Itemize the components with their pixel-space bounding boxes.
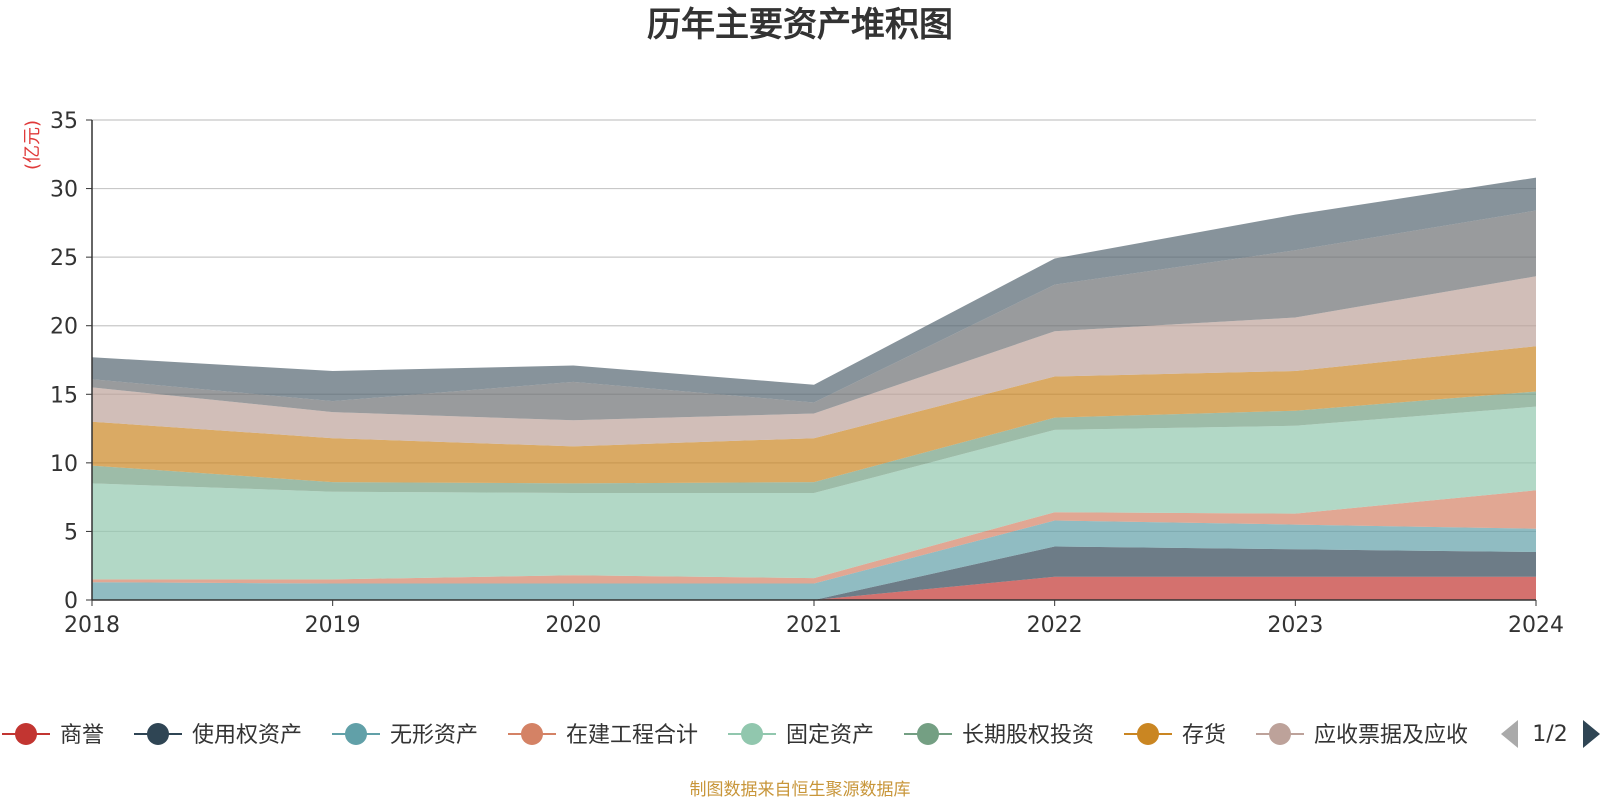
area-series-5[interactable] [92, 391, 1536, 494]
x-tick-label: 2021 [786, 613, 842, 638]
x-tick-label: 2022 [1027, 613, 1083, 638]
area-series-6[interactable] [92, 346, 1536, 484]
area-series-9[interactable] [92, 177, 1536, 403]
area-series-1[interactable] [92, 546, 1536, 601]
legend-items: 商誉 使用权资产 无形资产 在建工程合计 固定资产 长期股权投资 存货 应收票据及应收 [2, 723, 1468, 748]
triangle-left-icon[interactable] [1501, 720, 1518, 748]
x-tick-label: 2024 [1508, 613, 1564, 638]
legend-marker [1269, 723, 1291, 745]
legend-marker [741, 723, 763, 745]
legend-pager: 1/2 [1501, 720, 1600, 748]
legend-marker [521, 723, 543, 745]
legend-item[interactable]: 存货 [1124, 723, 1226, 748]
x-tick-label: 2019 [305, 613, 361, 638]
data-source-note: 制图数据来自恒生聚源数据库 [690, 780, 911, 800]
area-series-group [92, 177, 1536, 601]
area-series-3[interactable] [92, 490, 1536, 584]
y-tick-label: 35 [50, 109, 78, 134]
y-tick-label: 0 [64, 589, 78, 614]
legend-marker [345, 723, 367, 745]
chart-title: 历年主要资产堆积图 [647, 5, 953, 45]
legend-item[interactable]: 在建工程合计 [508, 723, 698, 748]
legend-label: 长期股权投资 [962, 723, 1094, 748]
y-tick-labels: 0 5 10 15 20 25 30 35 [50, 109, 92, 614]
x-tick-labels: 2018 2019 2020 2021 2022 2023 2024 [64, 600, 1564, 638]
legend-label: 固定资产 [786, 723, 874, 748]
legend-item[interactable]: 商誉 [2, 723, 104, 748]
legend-label: 无形资产 [390, 723, 478, 748]
area-series-0[interactable] [92, 576, 1536, 600]
y-tick-label: 15 [50, 383, 78, 408]
x-tick-label: 2020 [545, 613, 601, 638]
area-series-7[interactable] [92, 276, 1536, 447]
legend-item[interactable]: 无形资产 [332, 723, 478, 748]
y-tick-label: 10 [50, 452, 78, 477]
legend-label: 应收票据及应收 [1314, 723, 1468, 748]
area-series-2[interactable] [92, 520, 1536, 601]
legend: 商誉 使用权资产 无形资产 在建工程合计 固定资产 长期股权投资 存货 应收票据及应收 [2, 723, 1468, 748]
legend-item[interactable]: 长期股权投资 [904, 723, 1094, 748]
legend-item[interactable]: 应收票据及应收 [1256, 723, 1468, 748]
legend-label: 存货 [1182, 723, 1226, 748]
legend-marker [917, 723, 939, 745]
y-tick-label: 20 [50, 315, 78, 340]
legend-marker [147, 723, 169, 745]
y-tick-label: 5 [64, 520, 78, 545]
legend-item[interactable]: 固定资产 [728, 723, 874, 748]
legend-page-indicator: 1/2 [1532, 722, 1567, 747]
y-tick-label: 25 [50, 246, 78, 271]
legend-marker [15, 723, 37, 745]
triangle-right-icon[interactable] [1583, 720, 1600, 748]
y-tick-label: 30 [50, 178, 78, 203]
x-tick-label: 2023 [1267, 613, 1323, 638]
legend-label: 在建工程合计 [566, 723, 698, 748]
legend-marker [1137, 723, 1159, 745]
y-axis-unit-label: (亿元) [22, 120, 43, 170]
x-tick-label: 2018 [64, 613, 120, 638]
legend-label: 使用权资产 [192, 723, 302, 748]
area-series-8[interactable] [92, 210, 1536, 421]
legend-label: 商誉 [60, 723, 104, 748]
legend-item[interactable]: 使用权资产 [134, 723, 302, 748]
